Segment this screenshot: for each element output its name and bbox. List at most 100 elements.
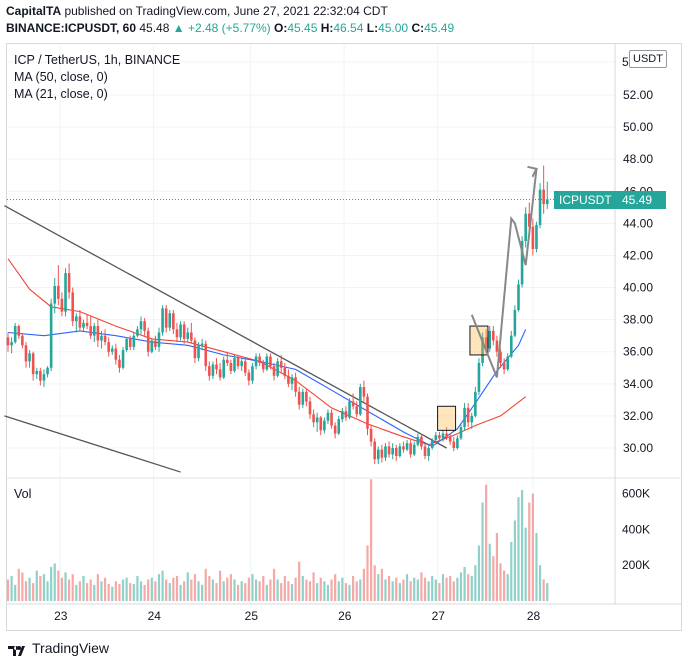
volume-bar [542,579,545,601]
ma50-legend[interactable]: MA (50, close, 0) [14,70,108,84]
volume-bar [312,572,315,601]
candle-body [305,391,308,402]
candle-body [312,414,315,423]
tradingview-icon [8,643,28,657]
candle-body [96,326,100,341]
volume-bar [258,581,261,601]
price-tick-label: 36.00 [623,345,653,359]
volume-bar [513,520,516,601]
candle-body [121,350,125,368]
volume-bar [348,584,351,601]
candle-body [139,321,143,330]
highlight-box [469,325,489,356]
ma50-line [7,329,527,448]
price-tick-label: 42.00 [623,248,653,262]
candle-body [82,322,85,328]
volume-bar [488,543,491,601]
volume-bar [470,575,473,601]
volume-bar [369,479,373,601]
candle-body [362,387,366,397]
candle-body [308,401,312,415]
volume-bar [474,565,477,601]
volume-bar [46,581,49,601]
candle-body [107,342,110,352]
candle-body [103,335,107,343]
volume-bar [499,563,502,601]
price-tick-label: 38.00 [623,313,653,327]
candle-body [46,367,49,375]
volume-bar [477,545,481,601]
author-name[interactable]: CapitalTA [6,4,62,18]
candle-body [438,435,441,439]
volume-bar [193,574,197,601]
ma21-legend[interactable]: MA (21, close, 0) [14,87,108,101]
volume-bar [280,583,283,601]
volume-bar [53,563,56,601]
volume-bar [186,572,189,601]
candle-body [157,332,161,347]
volume-bar [226,577,229,601]
volume-bar [427,581,430,601]
volume-bar [75,584,78,601]
volume-bar [380,568,383,601]
volume-bar [168,583,171,601]
trendline [4,205,447,449]
volume-bar [107,583,110,601]
candle-body [247,372,251,381]
candle-body [35,370,39,375]
candle-body [477,362,481,392]
open-value: 45.45 [287,21,318,35]
candle-body [506,356,510,370]
series-title[interactable]: ICP / TetherUS, 1h, BINANCE [14,53,181,67]
volume-bar [129,583,132,601]
candle-body [297,391,301,405]
volume-bar [39,575,42,601]
candle-body [100,335,103,341]
volume-bar [161,570,164,601]
candle-body [398,446,402,457]
volume-bar [301,575,304,601]
symbol-label: BINANCE:ICPUSDT, 60 [6,21,137,35]
candle-body [89,326,92,336]
low-value: 45.00 [378,21,409,35]
candle-body [57,285,60,299]
candle-body [412,444,416,455]
candle-body [225,359,229,363]
volume-bar [14,584,17,601]
price-tick-label: 40.00 [623,281,653,295]
candle-body [531,226,535,250]
time-tick-label: 26 [338,609,352,623]
candle-body [168,313,172,328]
candle-body [146,330,150,352]
volume-bar [100,581,103,601]
price-tag-symbol: ICPUSDT [559,193,612,207]
volume-bar [495,532,499,601]
candle-body [452,441,456,448]
volume-bar [413,577,416,601]
candle-body [261,362,265,370]
candle-body [114,348,118,360]
volume-bar [150,577,153,601]
candle-body [283,367,287,376]
tradingview-logo[interactable]: TradingView [8,640,109,657]
candle-body [441,433,445,439]
candle-body [279,361,283,368]
candle-body [524,213,527,242]
candle-body [402,446,405,450]
volume-bar [28,577,31,601]
volume-bar [355,581,358,601]
volume-bar [262,575,265,601]
volume-bar [60,577,64,601]
ohlc-summary: BINANCE:ICPUSDT, 60 45.48 ▲ +2.48 (+5.77… [6,21,454,35]
volume-legend[interactable]: Vol [14,487,32,501]
volume-bar [517,497,520,601]
candle-body [319,417,323,431]
volume-bar [283,575,286,601]
volume-bar [510,541,513,601]
candle-body [190,332,193,341]
volume-bar [82,575,85,601]
currency-badge[interactable]: USDT [629,50,667,68]
volume-bar [398,583,401,601]
candle-body [42,374,46,381]
